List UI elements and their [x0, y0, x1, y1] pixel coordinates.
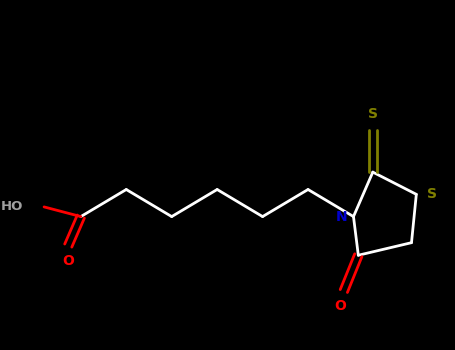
Text: S: S — [427, 187, 437, 201]
Text: S: S — [368, 107, 378, 121]
Text: HO: HO — [0, 201, 23, 214]
Text: O: O — [334, 300, 346, 314]
Text: N: N — [336, 210, 348, 224]
Text: O: O — [62, 254, 74, 268]
